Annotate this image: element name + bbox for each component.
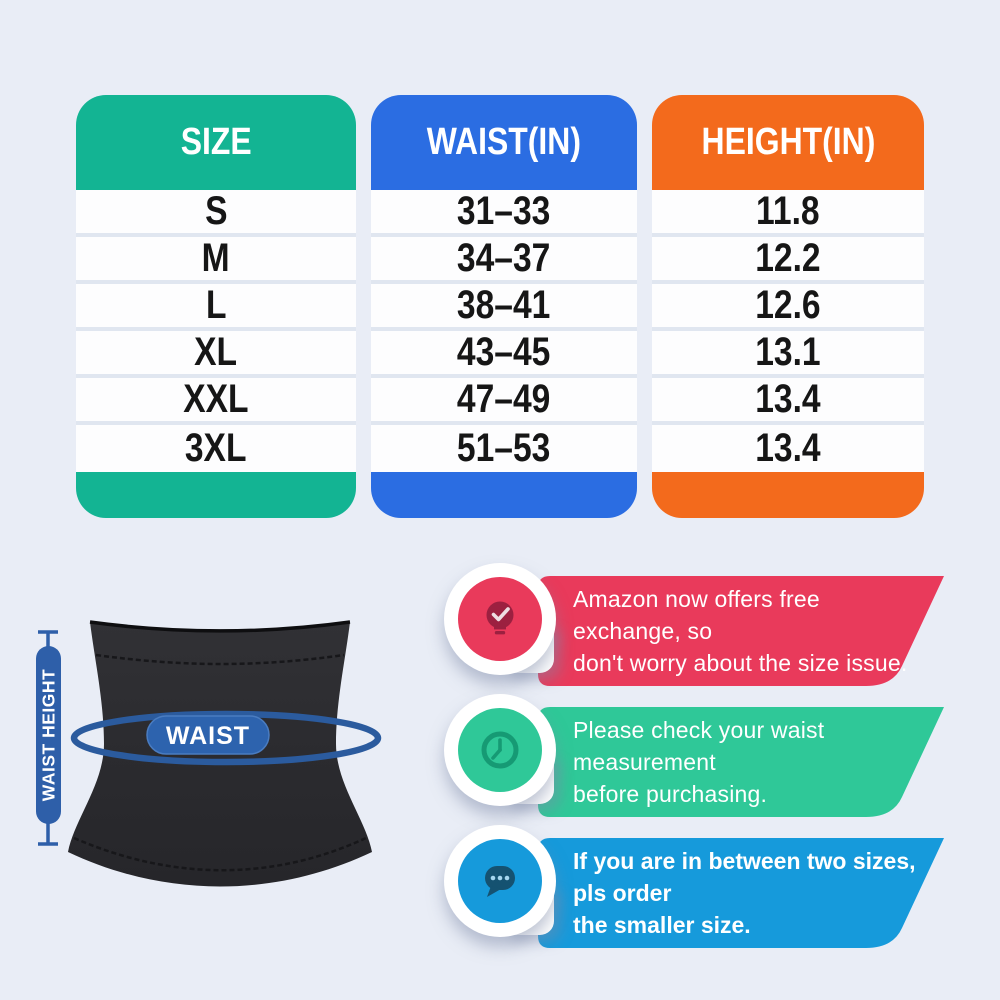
callout-list: Amazon now offers free exchange, so don'… [440,563,965,956]
size-column: SIZE S M L XL XXL 3XL [76,95,356,518]
waist-height-pill [36,646,61,824]
callout-text-line2: before purchasing. [573,781,768,807]
waist-height-indicator: WAIST HEIGHT [36,630,61,846]
callout-text-line2: the smaller size. [573,912,751,938]
table-cell-waist-xl: 43–45 [371,330,637,378]
callout-text-line1: If you are in between two sizes, pls ord… [573,848,916,906]
table-cell-height-s: 11.8 [652,189,924,237]
height-column-header: HEIGHT(IN) [652,95,924,190]
table-cell-waist-3xl: 51–53 [457,426,551,470]
table-cell-size-m: M [76,236,356,284]
callout-text-line2: don't worry about the size issue. [573,650,908,676]
table-cell-size-3xl: 3XL [185,426,247,470]
chat-dots-icon [458,839,542,923]
callout-text: Amazon now offers free exchange, so don'… [573,576,933,686]
size-table: SIZE S M L XL XXL 3XL WAIST(IN) 31–33 34… [76,95,924,518]
height-column-body: 11.8 12.2 12.6 13.1 13.4 13.4 [652,189,924,472]
table-cell-waist-xxl: 47–49 [371,377,637,425]
table-cell-waist-m: 34–37 [371,236,637,284]
waist-pill-label: WAIST [166,722,250,750]
lightbulb-check-icon [458,577,542,661]
green-ribbon-banner [538,707,944,817]
callout-check-measurement: Please check your waist measurement befo… [440,694,965,825]
table-cell-height-3xl: 13.4 [755,426,821,470]
waist-pill [146,715,270,755]
callout-badge [444,694,556,806]
waist-trainer-top-rim [89,620,351,633]
waist-trainer-illustration: WAIST WAIST HEIGHT [36,620,382,887]
table-cell-height-xl: 13.1 [652,330,924,378]
table-cell-waist-s: 31–33 [371,189,637,237]
waist-column-body: 31–33 34–37 38–41 43–45 47–49 51–53 [371,189,637,472]
waist-header-label: WAIST(IN) [426,121,582,163]
waist-column-header: WAIST(IN) [371,95,637,190]
size-header-label: SIZE [180,121,252,163]
table-cell-size-s: S [76,189,356,237]
red-ribbon-banner [538,576,944,686]
callout-badge [444,825,556,937]
table-cell-size-xl: XL [76,330,356,378]
size-column-header: SIZE [76,95,356,190]
height-header-label: HEIGHT(IN) [701,121,875,163]
blue-ribbon-banner [538,838,944,948]
callout-between-sizes: If you are in between two sizes, pls ord… [440,825,965,956]
table-cell-height-xxl: 13.4 [652,377,924,425]
waist-height-label: WAIST HEIGHT [39,669,59,801]
waist-column-footer [371,472,637,518]
clock-icon [458,708,542,792]
callout-text: If you are in between two sizes, pls ord… [573,838,933,948]
table-cell-height-m: 12.2 [652,236,924,284]
table-cell-size-l: L [76,283,356,331]
waist-trainer-bottom-stitch [73,836,367,872]
callout-text-line1: Please check your waist measurement [573,717,825,775]
size-column-body: S M L XL XXL 3XL [76,189,356,472]
callout-badge [444,563,556,675]
table-cell-height-l: 12.6 [652,283,924,331]
callout-free-exchange: Amazon now offers free exchange, so don'… [440,563,965,694]
waist-measure-ellipse [70,710,382,766]
height-column-footer [652,472,924,518]
waist-column: WAIST(IN) 31–33 34–37 38–41 43–45 47–49 … [371,95,637,518]
callout-text-line1: Amazon now offers free exchange, so [573,586,820,644]
table-cell-waist-l: 38–41 [371,283,637,331]
table-cell-size-xxl: XXL [76,377,356,425]
size-column-footer [76,472,356,518]
waist-trainer-top-stitch [95,653,345,666]
callout-text: Please check your waist measurement befo… [573,707,933,817]
height-column: HEIGHT(IN) 11.8 12.2 12.6 13.1 13.4 13.4 [652,95,924,518]
